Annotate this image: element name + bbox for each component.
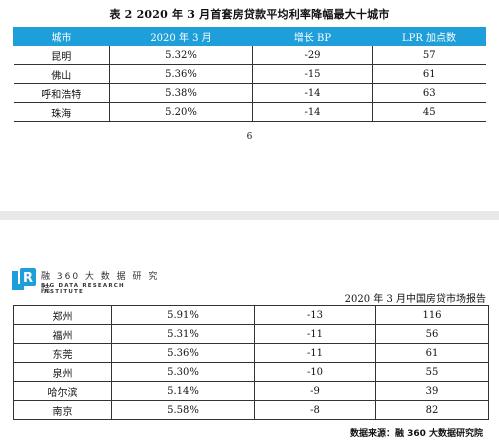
cell-growth: -11 (254, 343, 376, 363)
cell-rate: 5.20% (109, 102, 253, 122)
cell-city: 南京 (13, 400, 112, 420)
cell-lpr: 56 (375, 324, 489, 344)
table-row: 珠海 5.20% -14 45 (13, 102, 486, 122)
cell-lpr: 55 (375, 362, 489, 382)
cell-lpr: 57 (372, 45, 486, 65)
page-number: 6 (246, 132, 253, 142)
cell-rate: 5.38% (109, 83, 253, 103)
table-caption: 表 2 2020 年 3 月首套房贷款平均利率降幅最大十城市 (109, 8, 390, 21)
cell-city: 郑州 (13, 305, 112, 325)
cell-lpr: 82 (375, 400, 489, 420)
cell-rate: 5.36% (111, 343, 255, 363)
institute-logo: R 融 360 大 数 据 研 究 院 BIG DATA RESEARCH IN… (12, 268, 162, 295)
logo-r-icon: R (12, 268, 36, 290)
header-growth-bp: 增长 BP (252, 27, 373, 46)
cell-rate: 5.32% (109, 45, 253, 65)
cell-lpr: 61 (375, 343, 489, 363)
cell-city: 哈尔滨 (13, 381, 112, 401)
cell-growth: -13 (254, 305, 376, 325)
cell-rate: 5.91% (111, 305, 255, 325)
cell-city: 福州 (13, 324, 112, 344)
city-rate-table-bottom: 郑州 5.91% -13 116 福州 5.31% -11 56 东莞 5.36… (13, 305, 489, 420)
city-rate-table-top: 城市 2020 年 3 月 增长 BP LPR 加点数 昆明 5.32% -29… (13, 27, 486, 122)
cell-rate: 5.36% (109, 64, 253, 84)
cell-growth: -10 (254, 362, 376, 382)
header-lpr-points: LPR 加点数 (372, 27, 486, 46)
header-city: 城市 (13, 27, 110, 46)
logo-mark-letter: R (23, 271, 33, 286)
table-row: 东莞 5.36% -11 61 (13, 343, 489, 363)
cell-rate: 5.30% (111, 362, 255, 382)
table-row: 昆明 5.32% -29 57 (13, 45, 486, 65)
table-row: 呼和浩特 5.38% -14 63 (13, 83, 486, 103)
page-gap (0, 150, 499, 211)
cell-rate: 5.31% (111, 324, 255, 344)
table-row: 南京 5.58% -8 82 (13, 400, 489, 420)
cell-city: 呼和浩特 (13, 83, 110, 103)
cell-lpr: 45 (372, 102, 486, 122)
cell-growth: -11 (254, 324, 376, 344)
cell-city: 泉州 (13, 362, 112, 382)
data-source-note: 数据来源：融 360 大数据研究院 (349, 429, 483, 439)
logo-subtitle: BIG DATA RESEARCH INSTITUTE (41, 283, 125, 295)
cell-rate: 5.14% (111, 381, 255, 401)
table-row: 泉州 5.30% -10 55 (13, 362, 489, 382)
cell-growth: -14 (252, 102, 373, 122)
page-separator (0, 211, 499, 220)
cell-lpr: 116 (375, 305, 489, 325)
cell-lpr: 61 (372, 64, 486, 84)
table-row: 佛山 5.36% -15 61 (13, 64, 486, 84)
cell-lpr: 39 (375, 381, 489, 401)
logo-title: 融 360 大 数 据 研 究 院 (41, 272, 160, 295)
table-header-row: 城市 2020 年 3 月 增长 BP LPR 加点数 (13, 27, 486, 46)
table-row: 哈尔滨 5.14% -9 39 (13, 381, 489, 401)
report-title: 2020 年 3 月中国房贷市场报告 (344, 294, 486, 305)
header-rate: 2020 年 3 月 (109, 27, 253, 46)
cell-rate: 5.58% (111, 400, 255, 420)
cell-growth: -29 (252, 45, 373, 65)
cell-city: 佛山 (13, 64, 110, 84)
cell-city: 昆明 (13, 45, 110, 65)
cell-growth: -8 (254, 400, 376, 420)
cell-growth: -9 (254, 381, 376, 401)
table-row: 郑州 5.91% -13 116 (13, 305, 489, 325)
cell-growth: -14 (252, 83, 373, 103)
page-two: R 融 360 大 数 据 研 究 院 BIG DATA RESEARCH IN… (0, 220, 499, 443)
cell-city: 东莞 (13, 343, 112, 363)
cell-growth: -15 (252, 64, 373, 84)
page-one: 表 2 2020 年 3 月首套房贷款平均利率降幅最大十城市 城市 2020 年… (0, 0, 499, 150)
table-row: 福州 5.31% -11 56 (13, 324, 489, 344)
cell-lpr: 63 (372, 83, 486, 103)
cell-city: 珠海 (13, 102, 110, 122)
